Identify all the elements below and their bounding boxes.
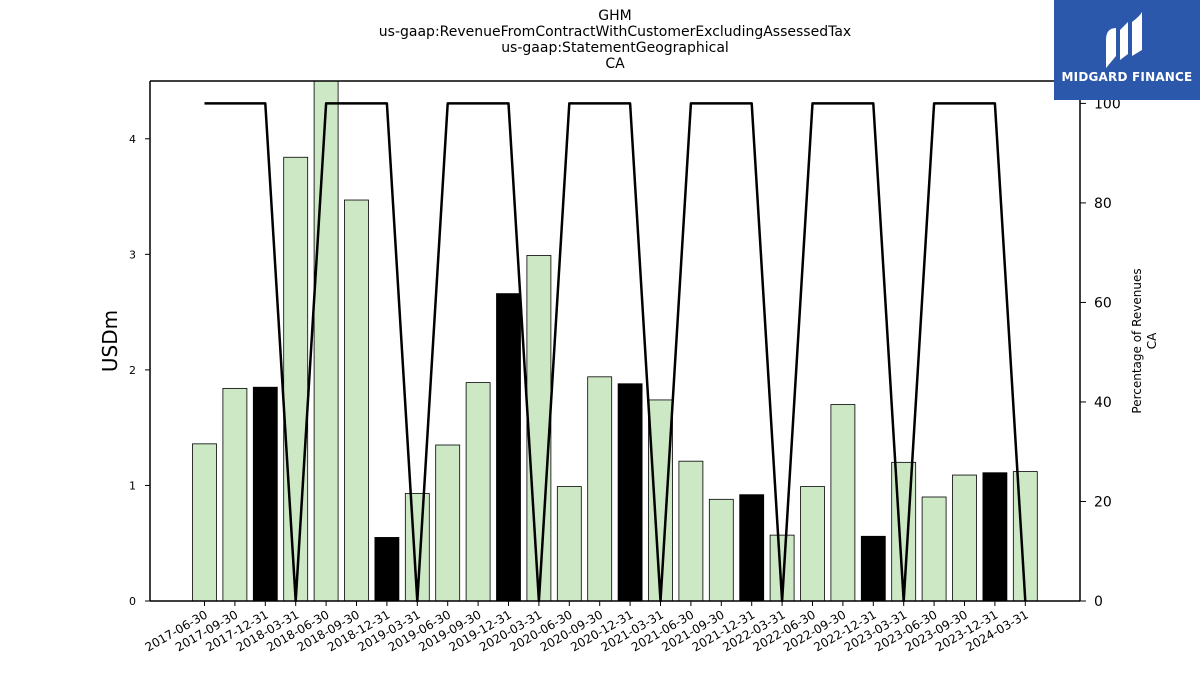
bar [739,494,765,601]
bar [222,387,248,601]
bar [526,255,552,601]
y2-tick-label: 0 [1094,594,1103,610]
y2-tick-label: 60 [1094,295,1112,311]
bar [192,443,217,601]
bar [860,535,886,601]
y-tick-label: 1 [129,479,136,492]
bar [708,498,734,601]
bar [556,486,582,601]
bar [283,156,309,601]
bar [587,376,613,601]
y2-tick-label: 80 [1094,196,1112,212]
y2-axis-label-group: Percentage of Revenues CA [1130,268,1159,413]
y-axis-label-group: USDm [98,310,122,372]
logo-text: MIDGARD FINANCE [1061,70,1193,84]
y2-tick-label: 40 [1094,395,1112,411]
bar [496,293,521,601]
bar [952,474,977,601]
y-tick-label: 0 [129,595,136,608]
bar [465,382,491,601]
bar [374,537,400,601]
bar [617,383,643,601]
chart-title-line: GHM [598,8,631,24]
bars-group [192,81,1038,601]
bar [982,472,1008,601]
y2-axis-label-line: Percentage of Revenues [1130,268,1144,413]
y2-tick-label: 20 [1094,494,1112,510]
bar [921,496,947,601]
bar [648,399,673,601]
line-layer [204,102,1027,603]
y-tick-label: 4 [129,133,136,146]
bar [344,199,369,601]
bar [435,444,461,601]
y-axis-label: USDm [98,310,122,372]
bar [1012,471,1038,601]
bar [252,386,278,601]
chart-title-line: CA [605,56,625,72]
y2-tick-label: 100 [1094,96,1121,112]
logo-mark-icon [1106,12,1142,68]
chart-title-line: us-gaap:StatementGeographical [501,40,729,56]
bar [830,404,856,601]
percentage-line [204,102,1027,603]
y2-axis-label-line: CA [1145,332,1159,349]
chart-title-line: us-gaap:RevenueFromContractWithCustomerE… [379,24,851,40]
bar [313,81,339,601]
midgard-finance-logo: MIDGARD FINANCE [1054,0,1200,100]
bar [678,460,704,601]
y-tick-label: 3 [129,248,136,261]
bar [800,486,825,601]
y-tick-label: 2 [129,364,136,377]
chart-title: GHMus-gaap:RevenueFromContractWithCustom… [379,8,851,72]
